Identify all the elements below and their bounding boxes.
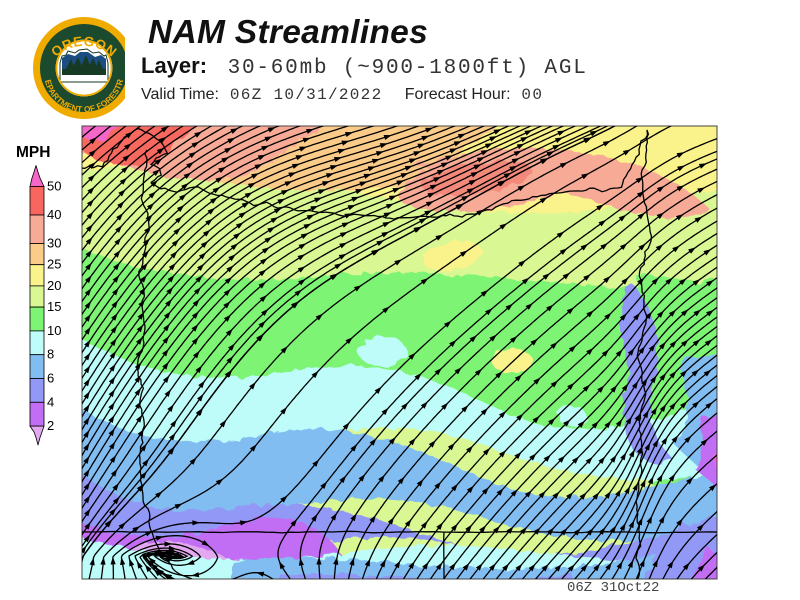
svg-text:2: 2 (47, 418, 54, 433)
svg-text:MPH: MPH (16, 145, 50, 161)
svg-text:15: 15 (47, 299, 61, 314)
svg-text:10: 10 (47, 323, 61, 338)
svg-text:50: 50 (47, 179, 61, 194)
svg-text:25: 25 (47, 257, 61, 272)
svg-text:8: 8 (47, 347, 54, 362)
svg-text:4: 4 (47, 394, 54, 409)
svg-text:20: 20 (47, 278, 61, 293)
svg-text:6: 6 (47, 371, 54, 386)
svg-text:30: 30 (47, 236, 61, 251)
svg-text:40: 40 (47, 207, 61, 222)
